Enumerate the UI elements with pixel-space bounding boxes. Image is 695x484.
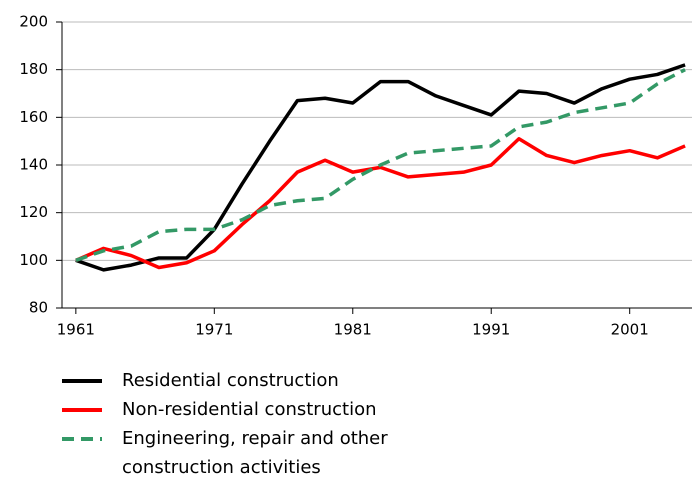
x-tick-label: 1991: [472, 321, 510, 339]
legend-label: Non-residential construction: [122, 399, 377, 420]
legend-label: Residential construction: [122, 370, 339, 391]
x-tick-label: 2001: [611, 321, 649, 339]
x-tick-label: 1961: [57, 321, 95, 339]
y-tick-label: 200: [19, 13, 48, 31]
y-tick-label: 120: [19, 203, 48, 221]
y-tick-label: 180: [19, 60, 48, 78]
chart: 80 100 120 140 160 180 200 1961 1971 1981 1991 2001: [19, 13, 692, 339]
legend-item: Engineering, repair and other constructi…: [62, 424, 482, 482]
legend-swatch: [62, 437, 102, 441]
y-tick-label: 140: [19, 156, 48, 174]
series-line: [75, 68, 686, 262]
legend-item: Non-residential construction: [62, 395, 482, 424]
x-tick-label: 1971: [195, 321, 233, 339]
y-tick-label: 80: [29, 299, 48, 317]
x-tick-label: 1981: [334, 321, 372, 339]
legend: Residential construction Non-residential …: [62, 366, 482, 482]
legend-swatch: [62, 379, 102, 383]
series-line: [75, 137, 686, 270]
series-line: [75, 63, 686, 272]
legend-item: Residential construction: [62, 366, 482, 395]
legend-swatch: [62, 408, 102, 412]
y-tick-label: 160: [19, 108, 48, 126]
y-tick-label: 100: [19, 251, 48, 269]
legend-label: Engineering, repair and other constructi…: [122, 428, 388, 478]
